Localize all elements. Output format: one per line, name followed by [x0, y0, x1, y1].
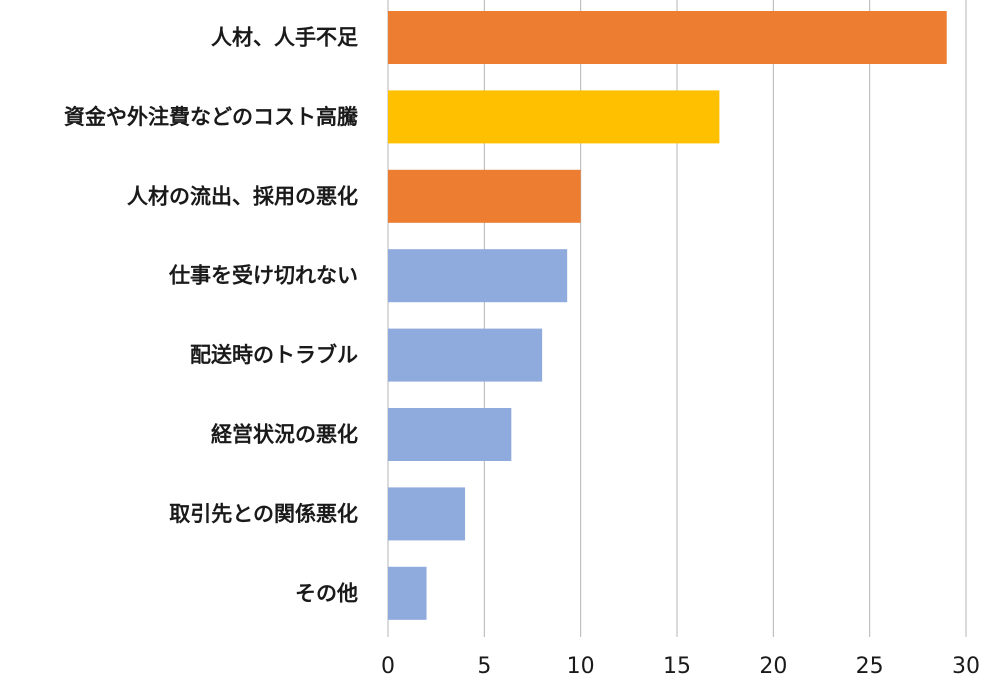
- bar: [388, 90, 720, 144]
- bar: [388, 169, 581, 223]
- x-tick-labels: 0 5 10 15 20 25 30: [381, 654, 980, 679]
- x-tick-label: 25: [856, 654, 884, 679]
- category-labels: 人材、人手不足資金や外注費などのコスト高騰人材の流出、採用の悪化仕事を受け切れな…: [64, 26, 359, 606]
- category-label: 人材の流出、採用の悪化: [127, 184, 358, 208]
- bar: [388, 249, 568, 303]
- bar: [388, 487, 466, 541]
- category-label: 人材、人手不足: [211, 26, 358, 50]
- x-tick-label: 10: [567, 654, 595, 679]
- x-tick-label: 0: [381, 654, 395, 679]
- category-label: 資金や外注費などのコスト高騰: [64, 105, 359, 129]
- category-label: その他: [295, 581, 358, 605]
- bar: [388, 11, 947, 64]
- category-label: 経営状況の悪化: [211, 423, 358, 447]
- category-label: 取引先との関係悪化: [169, 502, 358, 526]
- category-label: 配送時のトラブル: [190, 343, 358, 367]
- bar: [388, 408, 512, 461]
- category-label: 仕事を受け切れない: [168, 264, 358, 288]
- x-tick-label: 30: [952, 654, 980, 679]
- bars: [388, 11, 947, 620]
- x-tick-label: 20: [759, 654, 787, 679]
- x-tick-label: 15: [663, 654, 691, 679]
- bar: [388, 566, 427, 620]
- bar: [388, 328, 543, 382]
- x-tick-label: 5: [477, 654, 491, 679]
